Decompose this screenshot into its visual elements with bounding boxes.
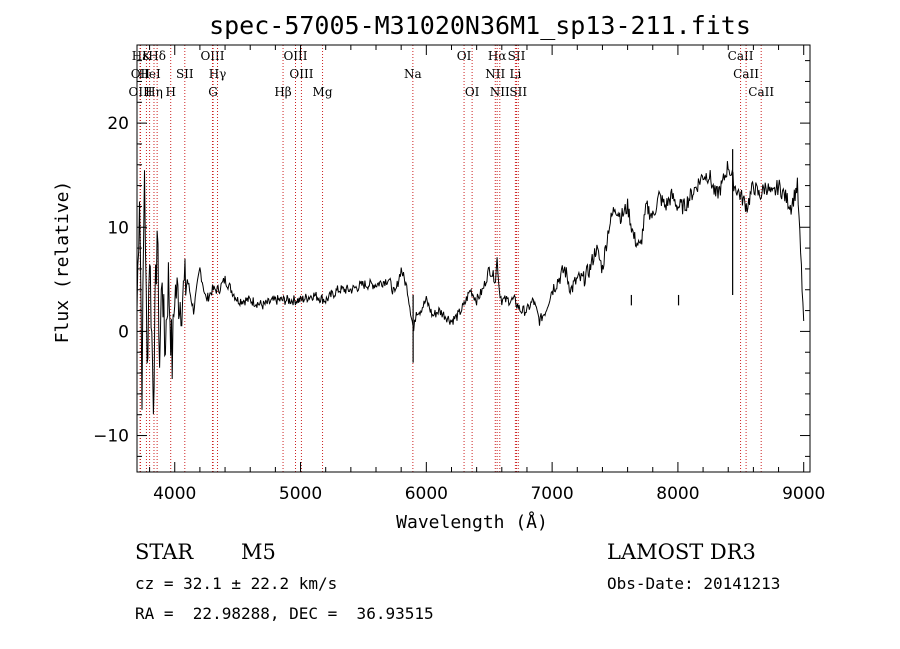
redshift-velocity: cz = 32.1 ± 22.2 km/s <box>135 574 338 593</box>
x-tick-label: 8000 <box>656 484 699 504</box>
y-axis-label: Flux (relative) <box>52 181 73 344</box>
observation-date: Obs-Date: 20141213 <box>607 574 781 593</box>
line-marker-label: CaII <box>733 67 759 81</box>
x-tick-label: 6000 <box>405 484 448 504</box>
line-marker-label: OIII <box>128 85 152 99</box>
axis-ticks: 4000 5000 6000 7000 8000 9000 −10 0 10 20 <box>93 45 825 504</box>
line-marker-label: CaII <box>748 85 774 99</box>
line-marker-label: OIII <box>200 49 224 63</box>
line-marker-label: Mg <box>313 85 333 99</box>
x-tick-label: 9000 <box>782 484 825 504</box>
line-marker-label: SII <box>176 67 194 81</box>
line-marker-label: OI <box>457 49 472 63</box>
line-marker-label: K <box>142 49 152 63</box>
spectrum-line <box>136 161 805 415</box>
line-marker-label: Na <box>404 67 422 81</box>
x-axis-label: Wavelength (Å) <box>396 511 548 533</box>
line-marker-label: G <box>208 85 218 99</box>
x-tick-label: 4000 <box>153 484 196 504</box>
y-tick-label: 20 <box>107 114 129 134</box>
line-marker-label: Hδ <box>148 49 166 63</box>
chart-title: spec-57005-M31020N36M1_sp13-211.fits <box>209 11 751 40</box>
coordinates: RA = 22.98288, DEC = 36.93515 <box>135 604 434 623</box>
line-marker-label: OIII <box>289 67 313 81</box>
x-tick-label: 7000 <box>530 484 573 504</box>
survey-name: LAMOST DR3 <box>607 540 756 564</box>
line-marker-label: OII <box>131 67 151 81</box>
line-marker-label: SII <box>509 85 527 99</box>
line-marker-label: HeI <box>138 67 161 81</box>
object-subclass: M5 <box>241 540 276 564</box>
line-marker-label: NII <box>490 85 510 99</box>
y-tick-label: −10 <box>93 427 129 447</box>
line-marker-label: Hγ <box>209 67 227 81</box>
series-group <box>136 149 805 415</box>
x-tick-label: 5000 <box>279 484 322 504</box>
line-marker-label: Hε <box>132 49 149 63</box>
line-marker-label: Li <box>509 67 521 81</box>
line-marker-label: CaII <box>728 49 754 63</box>
line-marker-label: Hα <box>488 49 507 63</box>
line-marker-label: H <box>165 85 175 99</box>
line-marker-label: SII <box>508 49 526 63</box>
line-marker-label: NII <box>485 67 505 81</box>
line-marker-label: OI <box>465 85 480 99</box>
line-marker-label: Hη <box>145 85 163 99</box>
line-marker-label: Hβ <box>274 85 291 99</box>
object-class: STAR <box>135 540 194 564</box>
line-marker-label: OIII <box>283 49 307 63</box>
y-tick-label: 0 <box>118 322 129 342</box>
y-tick-label: 10 <box>107 218 129 238</box>
plot-frame <box>136 44 811 473</box>
